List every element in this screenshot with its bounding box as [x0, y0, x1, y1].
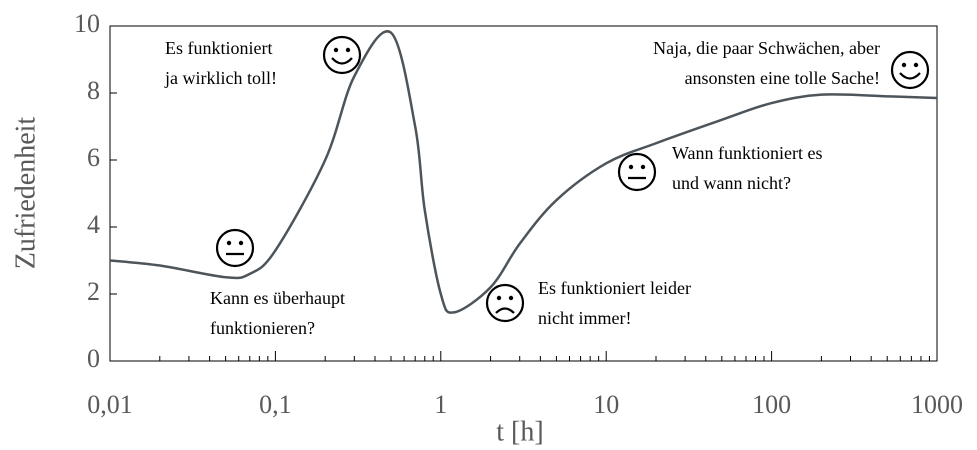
annotation: Naja, die paar Schwächen, aber	[653, 38, 880, 58]
happy-face	[322, 35, 362, 75]
y-tick-label: 4	[87, 210, 100, 239]
y-tick-label: 0	[87, 344, 100, 373]
line-series	[109, 30, 938, 314]
x-axis-label: t [h]	[496, 416, 543, 447]
sad-face	[485, 283, 525, 323]
smileys	[215, 35, 930, 323]
y-tick-label: 6	[87, 143, 100, 172]
annotation: ja wirklich toll!	[164, 68, 277, 88]
plot-frame	[109, 25, 938, 362]
annotation: nicht immer!	[538, 308, 631, 328]
annotation: und wann nicht?	[672, 173, 791, 193]
y-tick-label: 8	[87, 76, 100, 105]
annotation: Kann es überhaupt	[210, 288, 345, 308]
happy-face	[890, 50, 930, 90]
annotation: Es funktioniert	[165, 38, 272, 58]
neutral-face	[617, 152, 657, 192]
x-tick-label: 0,01	[87, 390, 133, 419]
x-tick-label: 0,1	[259, 390, 292, 419]
annotation: ansonsten eine tolle Sache!	[685, 68, 880, 88]
annotation: Wann funktioniert es	[672, 143, 823, 163]
x-tick-label: 1	[434, 390, 447, 419]
y-tick-label: 10	[74, 9, 100, 38]
x-tick-label: 10	[593, 390, 619, 419]
y-tick-label: 2	[87, 277, 100, 306]
x-tick-label: 100	[752, 390, 791, 419]
annotation: Es funktioniert leider	[538, 278, 691, 298]
neutral-face	[215, 228, 255, 268]
x-tick-label: 1000	[911, 390, 963, 419]
annotation: funktionieren?	[210, 318, 315, 338]
y-axis-label: Zufriedenheit	[10, 117, 41, 270]
